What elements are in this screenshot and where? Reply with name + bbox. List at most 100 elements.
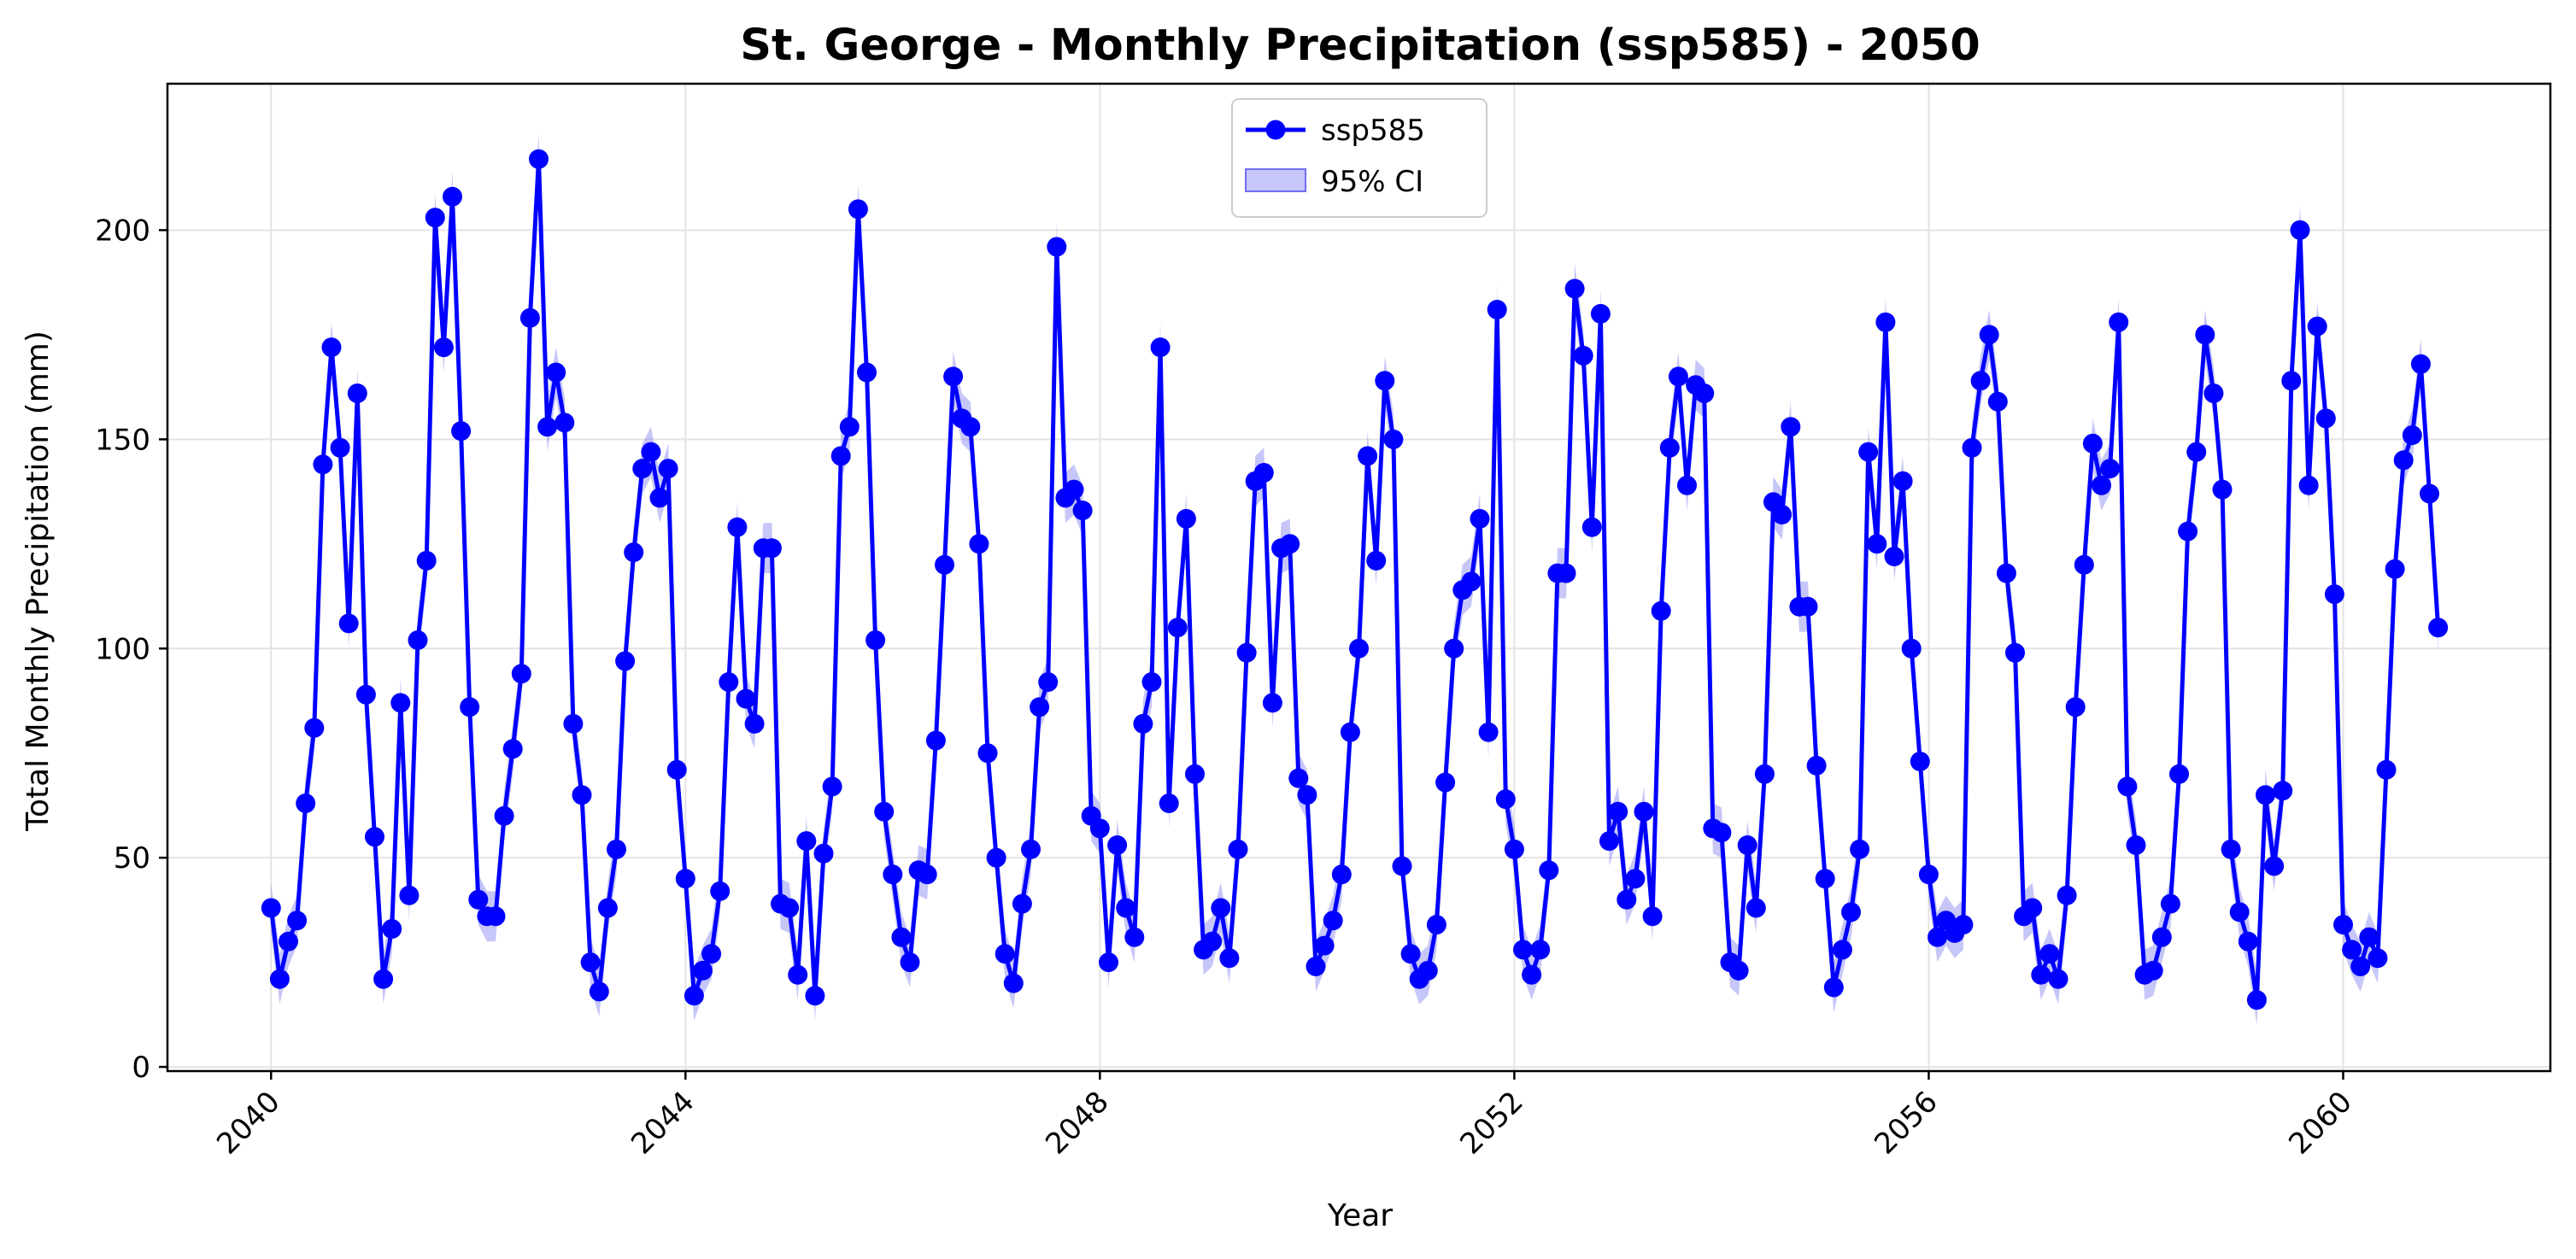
data-point	[546, 362, 566, 383]
data-point	[1444, 638, 1464, 659]
chart-title: St. George - Monthly Precipitation (ssp5…	[740, 20, 1980, 71]
data-point	[313, 454, 333, 475]
data-point	[1306, 957, 1326, 976]
data-point	[736, 688, 756, 709]
data-point	[1435, 772, 1456, 793]
data-point	[1634, 801, 1654, 822]
data-point	[416, 550, 437, 571]
data-point	[2315, 408, 2336, 429]
data-point	[822, 776, 842, 797]
data-point	[1064, 479, 1084, 500]
data-point	[969, 534, 989, 554]
data-point	[1099, 952, 1118, 973]
data-point	[1928, 927, 1947, 947]
data-point	[1141, 672, 1162, 692]
data-point	[1573, 345, 1593, 366]
data-point	[1297, 785, 1317, 805]
data-point	[761, 538, 782, 559]
data-point	[1806, 755, 1827, 776]
data-point	[502, 739, 523, 759]
data-point	[2203, 384, 2224, 403]
data-point	[563, 713, 584, 734]
data-point	[615, 651, 636, 671]
data-point	[710, 881, 731, 901]
data-point	[641, 442, 661, 462]
data-point	[1564, 278, 1585, 299]
data-point	[433, 337, 454, 358]
data-point	[399, 885, 420, 905]
data-point	[279, 931, 298, 952]
data-point	[2057, 885, 2077, 905]
x-tick-label: 2048	[1039, 1085, 1115, 1161]
data-point	[2385, 559, 2405, 579]
data-point	[2246, 990, 2267, 1010]
legend: ssp585 95% CI	[1231, 98, 1488, 218]
data-point	[1366, 550, 1387, 571]
data-point	[2376, 759, 2397, 780]
data-point	[287, 911, 308, 931]
data-point	[1823, 977, 1844, 998]
data-point	[2368, 948, 2388, 969]
data-point	[2082, 433, 2103, 454]
data-point	[866, 630, 886, 650]
data-point	[891, 927, 912, 947]
data-point	[2342, 940, 2362, 960]
data-point	[572, 785, 592, 805]
data-point	[1962, 437, 1982, 458]
data-point	[2298, 475, 2319, 495]
data-point	[2420, 483, 2439, 504]
data-point	[2160, 893, 2180, 914]
data-point	[2109, 312, 2129, 332]
data-point	[1798, 596, 1818, 617]
data-point	[1781, 417, 1801, 437]
data-point	[1236, 642, 1257, 663]
plot-frame	[166, 82, 2552, 1073]
data-point	[2039, 944, 2060, 964]
data-point	[1746, 898, 1766, 918]
data-point	[1617, 889, 1637, 910]
data-point	[1383, 429, 1404, 449]
y-axis-label: Total Monthly Precipitation (mm)	[21, 331, 56, 832]
data-point	[727, 517, 748, 537]
data-point	[1504, 839, 1524, 859]
data-point	[1608, 801, 1628, 822]
x-tick-label: 2060	[2282, 1085, 2358, 1161]
data-point	[2273, 781, 2293, 801]
data-point	[1211, 898, 1231, 918]
data-point	[2428, 618, 2449, 638]
x-tick-label: 2040	[210, 1085, 286, 1161]
data-point	[2186, 442, 2207, 462]
data-point	[1323, 911, 1343, 931]
data-point	[1021, 839, 1041, 859]
y-tick-label: 200	[95, 214, 150, 248]
data-point	[2238, 931, 2258, 952]
series-line-ssp585	[268, 156, 2441, 1003]
data-point	[373, 969, 394, 989]
data-point	[1556, 563, 1576, 583]
data-point	[1417, 960, 1438, 981]
data-point	[1850, 839, 1870, 859]
data-point	[943, 366, 964, 387]
data-point	[649, 488, 670, 508]
data-point	[1832, 940, 1852, 960]
data-point	[365, 827, 384, 847]
data-point	[347, 384, 367, 403]
data-point	[796, 831, 817, 852]
data-point	[2117, 776, 2138, 797]
data-point	[779, 898, 800, 918]
data-point	[1089, 818, 1110, 839]
x-tick-label: 2056	[1868, 1085, 1944, 1161]
data-point	[1953, 915, 1974, 935]
data-point	[408, 630, 428, 650]
data-point	[2151, 927, 2172, 947]
data-point	[529, 149, 549, 169]
data-point	[1426, 915, 1446, 935]
data-point	[1495, 789, 1516, 810]
data-point	[1979, 325, 1999, 345]
data-point	[2143, 960, 2163, 981]
plot-area: 0 50 100 150 200 2040 2044 2048 2052 2056 2060 ssp5…	[95, 82, 2552, 1162]
data-point	[1340, 722, 1360, 742]
data-point	[1202, 931, 1223, 952]
